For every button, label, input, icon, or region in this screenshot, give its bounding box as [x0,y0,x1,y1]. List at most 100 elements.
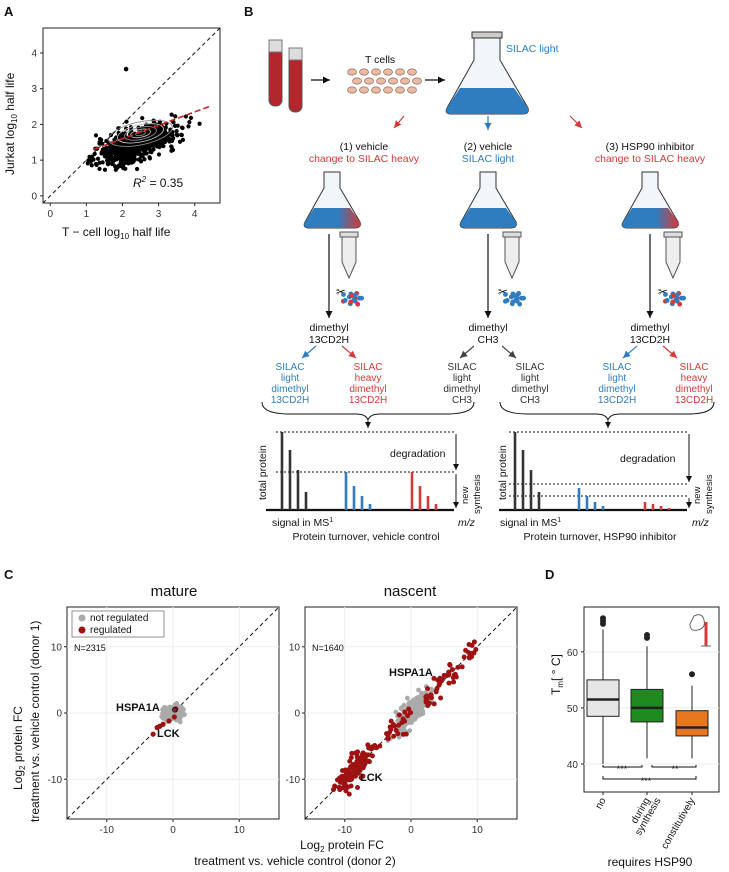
point-regulated [342,778,348,784]
panel-a-point [133,150,139,156]
panel-a-xtick-label: 1 [84,209,90,220]
panel-c-title-mature: mature [151,583,198,600]
point-regulated [431,701,437,707]
panel-a-point [105,158,110,163]
ms-spectra [266,431,692,512]
point-regulated [385,736,391,742]
panel-a-point [134,166,140,172]
xtick-label: -10 [100,825,115,836]
new-synth-right-1: new [692,486,703,504]
point-regulated [405,713,411,719]
panel-a-point [113,167,118,172]
point-regulated [171,714,177,720]
brace-left [261,401,475,422]
t-cell [395,86,405,94]
silac-light-flask-icon [445,31,529,115]
panel-a-xlabel: T − cell log10 half life [62,225,171,241]
panel-a-point [95,156,101,161]
point-regulated [377,743,383,749]
t-cell [383,68,393,76]
point-regulated [429,695,435,701]
point-not-regulated [410,714,416,720]
branch-3-l1: SILAC [448,362,477,373]
panel-a-point [143,149,148,155]
panel-a-point [121,153,127,158]
mz-left: m/z [458,517,476,529]
t-cell [376,77,386,85]
point-regulated [402,709,408,715]
point-regulated [348,755,354,761]
panel-a-contour [108,119,173,147]
point-regulated [444,672,450,678]
point-regulated [393,728,399,734]
arrow-to-cond3 [569,115,583,129]
point-regulated [355,784,361,790]
branch-3-l2: light [453,373,472,384]
tube-and-digest-icons: ✂ ✂ ✂ [336,231,683,299]
svg-text:✂: ✂ [658,285,668,299]
t-cell [371,86,381,94]
panel-a-point [144,122,149,127]
point-regulated [348,777,354,783]
panel-a-point [186,124,191,129]
ytick-label: -10 [48,775,63,786]
panel-a-point [110,160,115,165]
panel-a-point [188,115,194,120]
panel-a-point [116,130,121,136]
category-label: constitutively [659,796,697,851]
branch-5-l4: 13CD2H [598,395,636,406]
point-not-regulated [398,705,404,711]
new-synth-left-1: new [460,486,471,504]
legend-regulated: regulated [90,625,132,636]
n-mature: N=2315 [74,643,106,653]
point-not-regulated [406,701,412,707]
peptide-dot [671,293,676,299]
dimethyl-2: dimethyl [468,322,507,334]
panel-a-point [88,159,93,164]
panel-a-scatter: 0 1 2 3 4 0 1 2 3 4 [31,27,221,220]
point-regulated [369,753,375,759]
panel-c-ylabel-2: treatment vs. vehicle control (donor 1) [28,621,42,822]
point-not-regulated [428,686,434,692]
point-regulated [354,754,360,760]
point-regulated [431,675,437,681]
peptide-dot [677,301,683,307]
reagent-2: CH3 [477,334,498,346]
panel-a-point [163,125,168,130]
branch-1-l4: 13CD2H [271,395,309,406]
point-regulated [463,647,469,653]
panel-a-point [85,161,90,166]
panel-a-point [94,162,99,168]
peptide-dot [678,295,684,301]
peptide-dot [349,293,354,299]
panel-label-d: D [545,567,554,582]
cond2-sub: SILAC light [462,153,515,165]
t-cell [407,86,417,94]
panel-a-contour [117,123,165,144]
legend-not-regulated: not regulated [90,613,148,624]
branch-5-l1: SILAC [603,362,632,373]
branch-2-l1: SILAC [354,362,383,373]
ytick-label: 50 [567,704,579,715]
outlier-point [600,620,606,627]
peptide-dot [517,301,523,307]
point-regulated [424,696,430,702]
arrow-1-heavy [341,345,357,359]
branch-2-l4: 13CD2H [349,395,387,406]
panel-label-a: A [4,4,14,19]
panel-a-point [160,143,166,148]
panel-a-point [124,119,129,124]
arrow-1-light [301,345,317,359]
xtick-label: -10 [338,825,353,836]
panel-a-point [175,133,180,138]
panel-a-point [177,139,183,144]
panel-a-point [173,114,178,119]
point-regulated [399,720,405,726]
peptide-dot [518,295,524,301]
cond3-title: (3) HSP90 inhibitor [606,141,695,153]
panel-a-point [147,144,152,149]
panel-a-point [171,120,176,125]
panel-label-b: B [244,4,253,19]
panel-a-point [123,166,128,171]
point-regulated [437,675,443,681]
